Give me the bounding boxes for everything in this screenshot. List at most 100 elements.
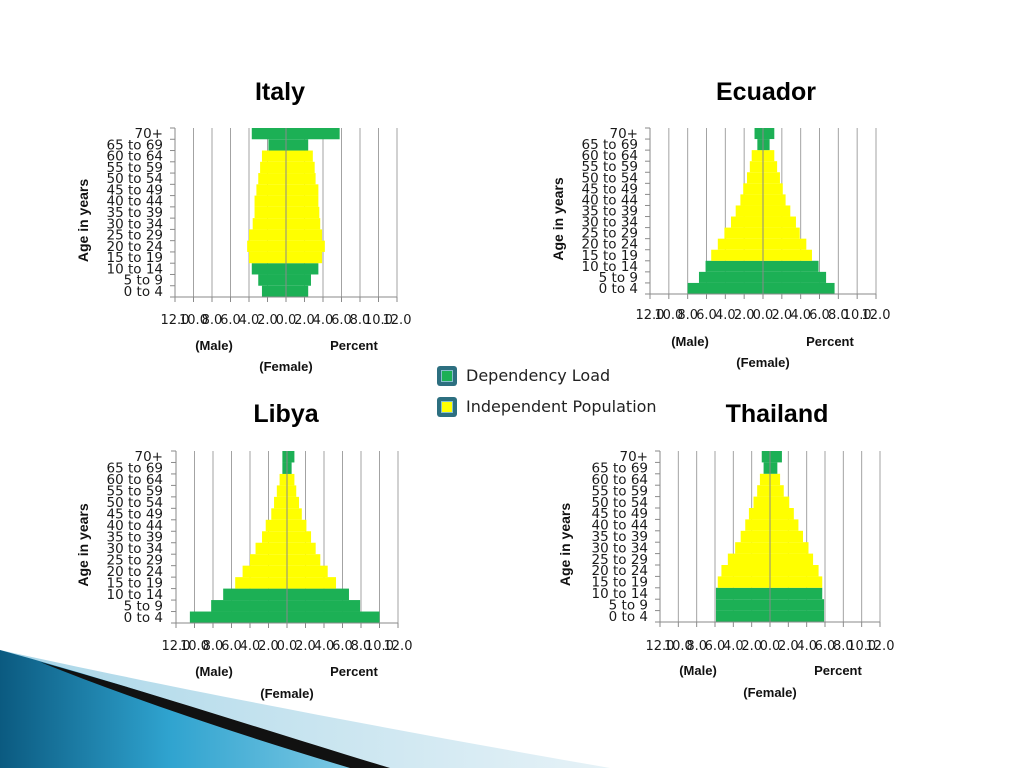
bar-male (260, 161, 286, 174)
bar-male (247, 240, 286, 252)
age-category-label: 25 to 29 (107, 228, 164, 244)
bar-male (753, 496, 770, 508)
bar-male (279, 473, 287, 486)
x-tick-label: 6.0 (809, 308, 830, 323)
bar-female (770, 587, 823, 600)
age-category-label: 40 to 44 (107, 518, 164, 534)
bar-female (763, 150, 775, 162)
bar-female (770, 496, 790, 508)
age-category-label: 55 to 59 (592, 483, 649, 499)
x-tick-label: 4.0 (790, 308, 811, 323)
legend-swatch-icon (437, 396, 457, 417)
x-tick-label: 0.0 (276, 313, 297, 328)
bar-male (705, 260, 763, 272)
x-tick-label: 2.0 (734, 308, 755, 323)
bar-male (759, 473, 770, 486)
bar-female (286, 263, 319, 275)
bar-male (276, 485, 287, 497)
bar-female (287, 600, 361, 612)
bar-male (254, 206, 286, 219)
bar-female (770, 542, 809, 554)
bar-female (763, 161, 778, 173)
x-tick-label: 10.0 (664, 639, 693, 654)
bar-female (287, 451, 295, 463)
x-tick-label: 4.0 (723, 639, 744, 654)
x-tick-label: 10.0 (179, 313, 208, 328)
age-category-label: 30 to 34 (107, 216, 164, 232)
bar-male (740, 530, 770, 543)
bar-female (286, 139, 309, 151)
age-category-label: 20 to 24 (107, 239, 164, 255)
x-tick-label: 2.0 (778, 639, 799, 654)
age-category-label: 55 to 59 (107, 484, 164, 500)
age-category-label: 15 to 19 (592, 575, 649, 591)
bar-female (763, 249, 812, 261)
bar-female (286, 173, 316, 185)
bar-male (258, 173, 286, 185)
bar-male (274, 496, 287, 509)
bar-male (687, 282, 763, 294)
age-category-label: 60 to 64 (107, 472, 164, 488)
bar-male (698, 271, 763, 283)
x-tick-label: 4.0 (239, 313, 260, 328)
bar-female (287, 531, 312, 543)
x-tick-label: 0.0 (753, 308, 774, 323)
bar-female (287, 496, 300, 509)
x-tick-label: 12.0 (862, 308, 891, 323)
bar-male (727, 553, 770, 565)
x-tick-label: 12.0 (384, 639, 413, 654)
legend-item-independent-population: Independent Population (437, 391, 657, 422)
bar-female (287, 565, 328, 578)
age-category-label: 0 to 4 (124, 284, 163, 300)
age-category-label: 55 to 59 (582, 159, 639, 175)
female-side-label: (Female) (260, 686, 313, 701)
bar-male (271, 508, 287, 520)
age-category-label: 35 to 39 (582, 204, 639, 220)
pyramid-charts: 12.010.08.06.04.02.00.02.04.06.08.010.01… (75, 78, 894, 701)
bar-female (763, 238, 807, 250)
bar-female (770, 599, 825, 611)
bar-male (715, 587, 770, 600)
bar-female (770, 530, 803, 543)
slide-decoration-ribbon (0, 650, 610, 768)
bar-female (763, 205, 791, 217)
age-category-label: 5 to 9 (599, 270, 638, 286)
male-side-label: (Male) (195, 664, 233, 679)
bar-male (748, 508, 770, 520)
x-tick-label: 4.0 (715, 308, 736, 323)
bar-male (749, 161, 763, 173)
age-category-label: 35 to 39 (107, 205, 164, 221)
bar-male (761, 451, 770, 463)
x-tick-label: 0.0 (760, 639, 781, 654)
pyramid-chart-thailand: 12.010.08.06.04.02.00.02.04.06.08.010.01… (557, 400, 894, 700)
x-tick-label: 8.0 (350, 313, 371, 328)
bar-male (262, 531, 287, 543)
bar-female (763, 271, 827, 283)
bar-female (287, 519, 307, 532)
bar-male (268, 139, 286, 151)
age-category-label: 70+ (610, 126, 639, 142)
bar-male (242, 565, 287, 578)
bar-female (287, 485, 297, 497)
bar-female (763, 227, 800, 239)
age-category-label: 40 to 44 (582, 192, 639, 208)
age-category-label: 50 to 54 (107, 171, 164, 187)
bar-male (254, 195, 286, 207)
x-tick-label: 8.0 (686, 639, 707, 654)
bar-male (717, 238, 763, 250)
bar-male (715, 610, 770, 622)
age-category-label: 15 to 19 (107, 250, 164, 266)
age-category-label: 0 to 4 (124, 610, 163, 626)
bar-female (287, 508, 302, 520)
bar-female (287, 462, 292, 474)
bar-female (286, 251, 323, 264)
x-tick-label: 0.0 (277, 639, 298, 654)
female-side-label: (Female) (736, 355, 789, 370)
x-tick-label: 4.0 (313, 313, 334, 328)
age-category-label: 40 to 44 (592, 518, 649, 534)
x-axis-title: Percent (330, 338, 378, 353)
bar-female (286, 274, 311, 286)
bar-female (286, 128, 340, 140)
bar-male (261, 285, 286, 297)
